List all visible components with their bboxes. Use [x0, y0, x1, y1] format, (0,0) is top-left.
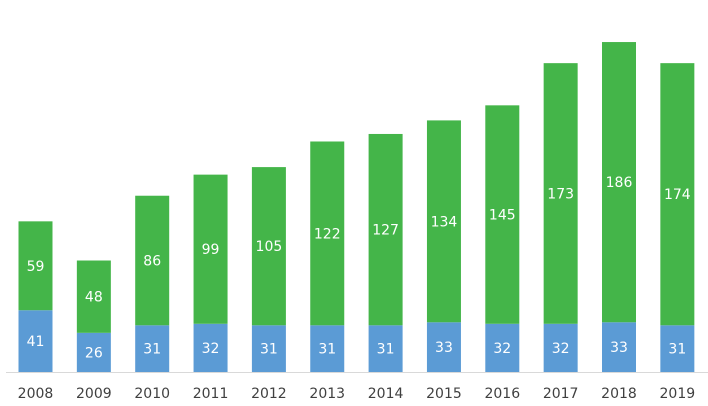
bar-segment-2019-series-2 — [660, 63, 695, 326]
data-label-2012-series-1: 31 — [260, 342, 278, 358]
bar-segment-2015-series-1 — [426, 322, 461, 372]
bar-segment-2017-series-1 — [543, 323, 578, 372]
data-label-2018-series-2: 186 — [606, 175, 633, 191]
bar-segment-2015-series-2 — [426, 120, 461, 323]
data-label-2010-series-1: 31 — [143, 342, 161, 358]
data-label-2009-series-1: 26 — [85, 345, 103, 361]
x-tick-label-2018: 2018 — [601, 386, 637, 402]
x-tick-label-2012: 2012 — [251, 386, 287, 402]
bar-segment-2014-series-1 — [368, 325, 403, 372]
data-label-2018-series-1: 33 — [610, 340, 628, 356]
bar-segment-2019-series-1 — [660, 325, 695, 372]
data-label-2015-series-2: 134 — [431, 214, 458, 230]
data-label-2014-series-1: 31 — [377, 342, 395, 358]
x-tick-label-2019: 2019 — [660, 386, 696, 402]
bar-segment-2011-series-1 — [193, 323, 228, 372]
bar-segment-2018-series-2 — [602, 42, 636, 323]
bar-segment-2012-series-2 — [251, 167, 286, 326]
data-label-2017-series-2: 173 — [547, 186, 574, 202]
bar-segment-2013-series-1 — [310, 325, 345, 372]
bar-segment-2009-series-2 — [76, 260, 111, 333]
data-label-2015-series-1: 33 — [435, 340, 453, 356]
x-tick-label-2008: 2008 — [18, 386, 54, 402]
bar-segment-2016-series-1 — [485, 323, 520, 372]
bar-segment-2018-series-1 — [602, 322, 636, 372]
bar-segment-2014-series-2 — [368, 133, 403, 326]
x-tick-label-2010: 2010 — [134, 386, 170, 402]
data-label-2011-series-1: 32 — [202, 341, 220, 357]
x-tick-label-2017: 2017 — [543, 386, 579, 402]
data-label-2008-series-1: 41 — [27, 334, 45, 350]
data-label-2014-series-2: 127 — [372, 223, 399, 239]
data-label-2010-series-2: 86 — [143, 254, 161, 270]
data-label-2016-series-2: 145 — [489, 208, 516, 224]
data-label-2013-series-1: 31 — [318, 342, 336, 358]
bar-segment-2008-series-2 — [18, 221, 53, 311]
data-label-2013-series-2: 122 — [314, 226, 341, 242]
data-label-2012-series-2: 105 — [256, 239, 283, 255]
data-label-2017-series-1: 32 — [552, 341, 570, 357]
x-tick-label-2015: 2015 — [426, 386, 462, 402]
data-label-2008-series-2: 59 — [27, 259, 45, 275]
data-label-2011-series-2: 99 — [202, 242, 220, 258]
x-tick-label-2011: 2011 — [193, 386, 229, 402]
data-label-2019-series-2: 174 — [664, 187, 691, 203]
x-tick-label-2016: 2016 — [484, 386, 520, 402]
bar-segment-2012-series-1 — [251, 325, 286, 372]
x-tick-label-2013: 2013 — [309, 386, 345, 402]
bar-segment-2008-series-1 — [18, 310, 53, 372]
bar-segment-2016-series-2 — [485, 105, 520, 324]
data-label-2016-series-1: 32 — [493, 341, 511, 357]
bar-segment-2010-series-2 — [135, 195, 170, 326]
bar-segment-2013-series-2 — [310, 141, 345, 326]
x-tick-label-2014: 2014 — [368, 386, 404, 402]
data-label-2009-series-2: 48 — [85, 290, 103, 306]
bar-segment-2011-series-2 — [193, 174, 228, 324]
x-tick-label-2009: 2009 — [76, 386, 112, 402]
bar-segment-2010-series-1 — [135, 325, 170, 372]
bar-segment-2009-series-1 — [76, 332, 111, 372]
data-label-2019-series-1: 31 — [668, 342, 686, 358]
bar-segment-2017-series-2 — [543, 63, 578, 324]
